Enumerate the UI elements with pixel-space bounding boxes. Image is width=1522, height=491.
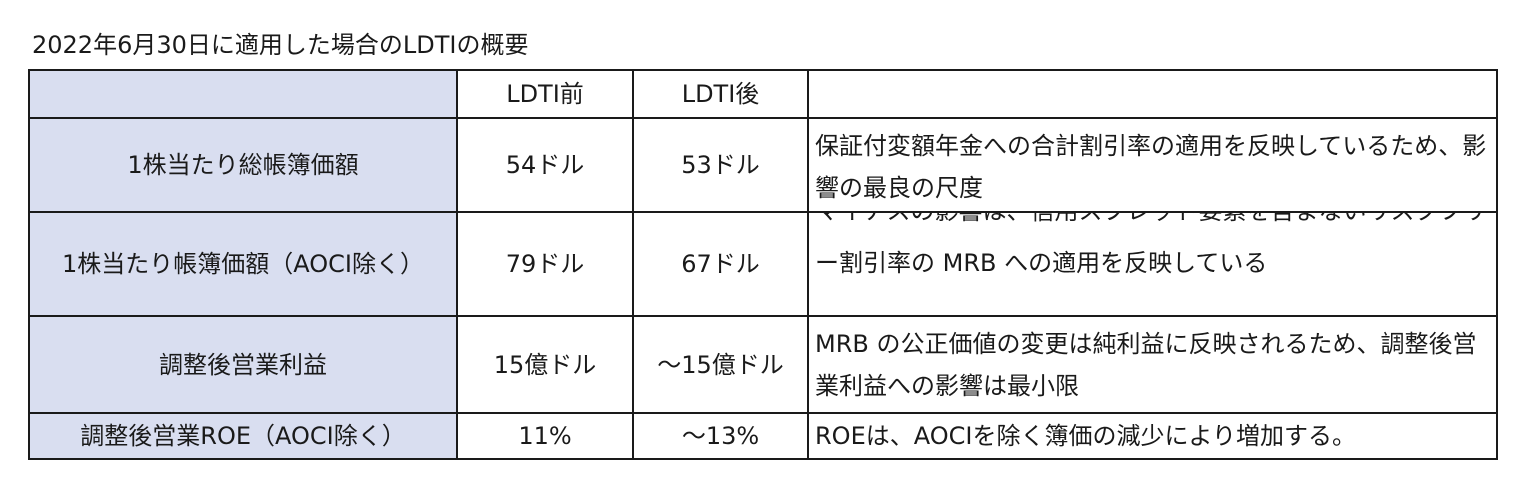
row-after-value: 53ドル xyxy=(632,117,809,213)
row-note-cell: ROEは、AOCIを除く簿価の減少により増加する。 xyxy=(807,412,1498,460)
row-after-value: ～15億ドル xyxy=(632,315,809,414)
table-row: 1株当たり総帳簿価額 54ドル 53ドル 保証付変額年金への合計割引率の適用を反… xyxy=(28,117,1498,213)
header-label-cell xyxy=(28,69,458,119)
table-row: 調整後営業利益 15億ドル ～15億ドル MRB の公正価値の変更は純利益に反映… xyxy=(28,315,1498,414)
header-before-ldti: LDTI前 xyxy=(456,69,634,119)
row-label: 1株当たり総帳簿価額 xyxy=(28,117,458,213)
row-before-value: 79ドル xyxy=(456,211,634,317)
row-note-cell: 保証付変額年金への合計割引率の適用を反映しているため、影響の最良の尺度 xyxy=(807,117,1498,213)
table-header-row: LDTI前 LDTI後 xyxy=(28,69,1498,119)
row-before-value: 15億ドル xyxy=(456,315,634,414)
header-note-cell xyxy=(807,69,1498,119)
row-note-cell: MRB の公正価値の変更は純利益に反映されるため、調整後営業利益への影響は最小限 xyxy=(807,315,1498,414)
row-note: MRB の公正価値の変更は純利益に反映されるため、調整後営業利益への影響は最小限 xyxy=(815,329,1477,400)
row-note: マイナスの影響は、信用スプレッド要素を含まないリスクフリー割引率の MRB への… xyxy=(815,214,1487,277)
table-row: 1株当たり帳簿価額（AOCI除く） 79ドル 67ドル マイナスの影響は、信用ス… xyxy=(28,211,1498,317)
row-note: 保証付変額年金への合計割引率の適用を反映しているため、影響の最良の尺度 xyxy=(815,132,1487,202)
row-label: 調整後営業ROE（AOCI除く） xyxy=(28,412,458,460)
table-caption: 2022年6月30日に適用した場合のLDTIの概要 xyxy=(32,31,529,59)
table-row: 調整後営業ROE（AOCI除く） 11% ～13% ROEは、AOCIを除く簿価… xyxy=(28,412,1498,460)
row-label: 1株当たり帳簿価額（AOCI除く） xyxy=(28,211,458,317)
row-note: ROEは、AOCIを除く簿価の減少により増加する。 xyxy=(815,422,1356,450)
row-before-value: 11% xyxy=(456,412,634,460)
row-label: 調整後営業利益 xyxy=(28,315,458,414)
row-after-value: ～13% xyxy=(632,412,809,460)
row-after-value: 67ドル xyxy=(632,211,809,317)
header-after-ldti: LDTI後 xyxy=(632,69,809,119)
row-note-cell: マイナスの影響は、信用スプレッド要素を含まないリスクフリー割引率の MRB への… xyxy=(807,211,1498,317)
ldti-summary-table: LDTI前 LDTI後 1株当たり総帳簿価額 54ドル 53ドル 保証付変額年金… xyxy=(28,69,1498,460)
row-before-value: 54ドル xyxy=(456,117,634,213)
